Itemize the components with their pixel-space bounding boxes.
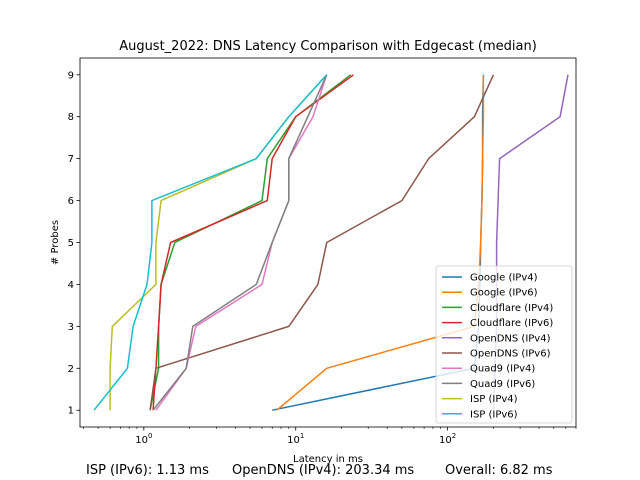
series-line-5 (149, 74, 495, 411)
legend: Google (IPv4) Google (IPv6) Cloudflare (IP… (435, 265, 573, 424)
series-line-9 (93, 74, 328, 411)
legend-label-5: OpenDNS (IPv6) (470, 349, 551, 360)
series-line-2 (149, 74, 352, 411)
y-tick-label-5: 6 (68, 196, 74, 207)
y-axis-label: # Probes (50, 220, 61, 265)
legend-label-4: OpenDNS (IPv4) (470, 333, 551, 344)
y-tick-label-6: 7 (68, 154, 74, 165)
legend-label-1: Google (IPv6) (470, 288, 538, 299)
legend-label-2: Cloudflare (IPv4) (470, 303, 553, 314)
series-line-1 (276, 74, 485, 411)
legend-label-8: ISP (IPv4) (470, 394, 518, 405)
y-tick-label-8: 9 (68, 70, 74, 81)
x-axis-label: Latency in ms (293, 454, 363, 465)
legend-label-3: Cloudflare (IPv6) (470, 318, 553, 329)
x-tick-label-0: 100 (135, 432, 152, 446)
footer-overall: Overall: 6.82 ms (445, 463, 553, 478)
y-tick-label-7: 8 (68, 112, 74, 123)
legend-label-0: Google (IPv4) (470, 273, 538, 284)
y-tick-label-0: 1 (68, 406, 74, 417)
y-tick-label-1: 2 (68, 364, 74, 375)
y-tick-label-2: 3 (68, 322, 74, 333)
footer-isp-ipv6: ISP (IPv6): 1.13 ms (86, 463, 209, 478)
legend-label-6: Quad9 (IPv4) (470, 364, 535, 375)
series-line-3 (152, 74, 354, 411)
x-tick-label-2: 102 (439, 432, 456, 446)
footer-opendns-ipv4: OpenDNS (IPv4): 203.34 ms (232, 463, 415, 478)
y-tick-label-3: 4 (68, 280, 74, 291)
legend-label-7: Quad9 (IPv6) (470, 379, 535, 390)
legend-box (435, 265, 573, 424)
series-group (93, 74, 569, 411)
legend-label-9: ISP (IPv6) (470, 409, 518, 420)
chart-title: August_2022: DNS Latency Comparison with… (119, 39, 537, 54)
series-line-8 (109, 74, 328, 411)
y-tick-label-4: 5 (68, 238, 74, 249)
series-line-7 (152, 74, 328, 411)
x-tick-label-1: 101 (287, 432, 304, 446)
